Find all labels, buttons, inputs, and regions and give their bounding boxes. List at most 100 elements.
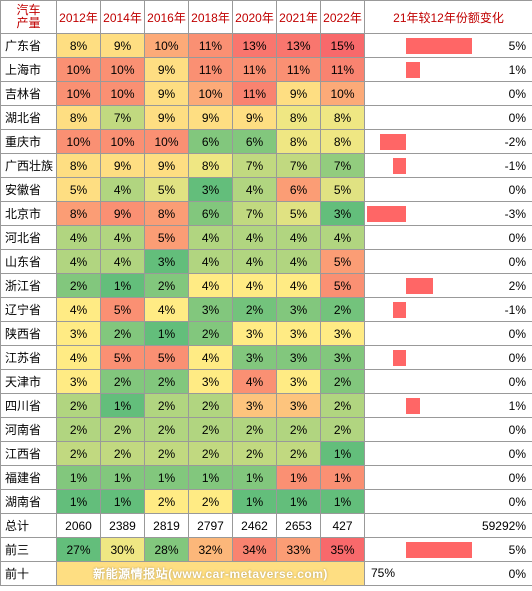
value-cell: 2462	[233, 514, 277, 538]
year-header: 2022年	[321, 1, 365, 34]
change-label: 2%	[472, 279, 530, 293]
value-cell: 2060	[57, 514, 101, 538]
change-cell: 0%	[365, 490, 532, 514]
row-name: 总计	[1, 514, 57, 538]
value-cell: 2%	[321, 298, 365, 322]
value-cell: 4%	[189, 250, 233, 274]
value-cell: 10%	[189, 82, 233, 106]
row-name: 山东省	[1, 250, 57, 274]
value-cell: 3%	[189, 298, 233, 322]
value-cell: 3%	[321, 202, 365, 226]
change-label: 0%	[472, 471, 530, 485]
row-name: 重庆市	[1, 130, 57, 154]
value-cell: 4%	[233, 370, 277, 394]
row-name: 广西壮族	[1, 154, 57, 178]
value-cell: 33%	[277, 538, 321, 562]
value-cell: 4%	[57, 226, 101, 250]
value-cell: 10%	[57, 130, 101, 154]
value-cell: 4%	[57, 298, 101, 322]
value-cell: 1%	[321, 466, 365, 490]
change-cell: 5%	[365, 34, 532, 58]
year-header: 2012年	[57, 1, 101, 34]
value-cell: 11%	[233, 82, 277, 106]
table-row: 四川省2%1%2%2%3%3%2%1%	[1, 394, 532, 418]
change-label: 1%	[472, 399, 530, 413]
value-cell: 7%	[101, 106, 145, 130]
year-header: 2021年	[277, 1, 321, 34]
value-cell: 4%	[101, 178, 145, 202]
value-cell: 5%	[145, 346, 189, 370]
row-name: 浙江省	[1, 274, 57, 298]
change-cell: 2%	[365, 274, 532, 298]
change-cell: 0%	[365, 250, 532, 274]
row-name: 河南省	[1, 418, 57, 442]
value-cell: 10%	[57, 82, 101, 106]
value-cell: 10%	[101, 130, 145, 154]
table-row: 浙江省2%1%2%4%4%4%5%2%	[1, 274, 532, 298]
row-name: 湖南省	[1, 490, 57, 514]
year-header: 2020年	[233, 1, 277, 34]
value-cell: 8%	[57, 154, 101, 178]
change-label: 1%	[472, 63, 530, 77]
data-table: 汽车产量 2012年 2014年 2016年 2018年 2020年 2021年…	[0, 0, 532, 586]
value-cell: 4%	[57, 346, 101, 370]
change-label: 0%	[472, 375, 530, 389]
change-cell: 1%	[365, 394, 532, 418]
value-cell: 34%	[233, 538, 277, 562]
value-cell: 2%	[277, 442, 321, 466]
table-row: 北京市8%9%8%6%7%5%3%-3%	[1, 202, 532, 226]
change-bar	[406, 278, 432, 294]
value-cell: 8%	[57, 202, 101, 226]
row-name: 河北省	[1, 226, 57, 250]
value-cell: 2%	[321, 394, 365, 418]
value-cell: 9%	[189, 106, 233, 130]
value-cell: 5%	[145, 178, 189, 202]
value-cell: 2%	[57, 442, 101, 466]
value-cell: 1%	[57, 466, 101, 490]
value-cell: 8%	[321, 106, 365, 130]
value-cell: 9%	[145, 106, 189, 130]
value-cell: 8%	[277, 106, 321, 130]
value-cell: 2%	[57, 394, 101, 418]
row-name: 四川省	[1, 394, 57, 418]
value-cell: 2%	[277, 418, 321, 442]
value-cell: 10%	[101, 82, 145, 106]
table-row: 广西壮族8%9%9%8%7%7%7%-1%	[1, 154, 532, 178]
change-label: 0%	[472, 183, 530, 197]
value-cell: 4%	[101, 250, 145, 274]
row-name: 上海市	[1, 58, 57, 82]
value-cell: 10%	[101, 58, 145, 82]
change-bar	[380, 134, 406, 150]
table-row: 上海市10%10%9%11%11%11%11%1%	[1, 58, 532, 82]
value-cell: 27%	[57, 538, 101, 562]
value-cell: 3%	[233, 346, 277, 370]
change-label: 5%	[472, 39, 530, 53]
value-cell: 5%	[145, 226, 189, 250]
value-cell: 2%	[57, 418, 101, 442]
value-cell: 1%	[145, 322, 189, 346]
change-label: 0%	[472, 351, 530, 365]
value-cell: 2%	[321, 418, 365, 442]
value-cell: 1%	[101, 394, 145, 418]
summary-row: 前三27%30%28%32%34%33%35%5%	[1, 538, 532, 562]
value-cell: 10%	[321, 82, 365, 106]
value-cell: 2%	[145, 490, 189, 514]
change-header: 21年较12年份额变化	[365, 1, 532, 34]
value-cell: 2%	[101, 442, 145, 466]
change-bar	[367, 206, 406, 222]
row-name: 前十	[1, 562, 57, 586]
value-cell: 427	[321, 514, 365, 538]
value-cell: 3%	[189, 370, 233, 394]
summary-row: 总计20602389281927972462265342759292%	[1, 514, 532, 538]
change-bar	[406, 62, 419, 78]
value-cell: 13%	[233, 34, 277, 58]
change-cell: 0%	[365, 466, 532, 490]
value-cell: 9%	[145, 58, 189, 82]
value-cell: 6%	[189, 130, 233, 154]
value-cell: 1%	[145, 466, 189, 490]
value-cell: 4%	[189, 274, 233, 298]
value-cell: 3%	[277, 370, 321, 394]
value-cell: 30%	[101, 538, 145, 562]
value-cell: 5%	[321, 178, 365, 202]
value-cell: 4%	[321, 226, 365, 250]
